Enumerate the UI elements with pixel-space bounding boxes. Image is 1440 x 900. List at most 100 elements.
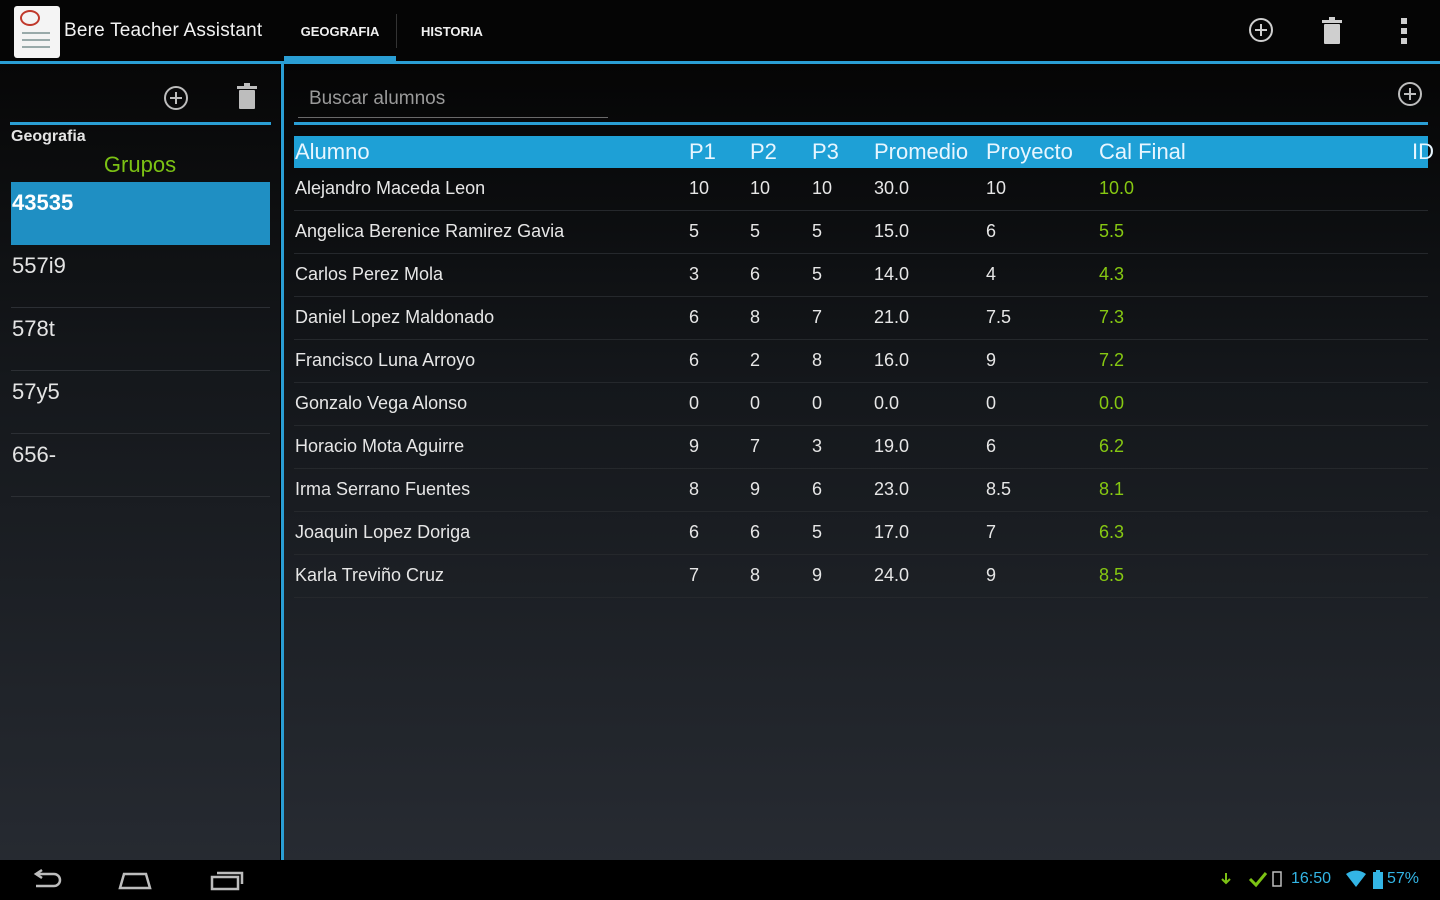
cal-final-cell: 7.3 [1099, 307, 1125, 327]
back-icon[interactable] [30, 868, 64, 892]
overflow-menu-icon[interactable] [1398, 16, 1410, 46]
p1-cell: 5 [689, 221, 700, 241]
table-row[interactable]: Carlos Perez Mola 3 6 5 14.0 4 4.3 [294, 254, 1428, 297]
cal-final-cell: 0.0 [1099, 393, 1125, 413]
p3-cell: 0 [812, 393, 823, 413]
cal-final-cell: 8.5 [1099, 565, 1125, 585]
p3-cell: 7 [812, 307, 823, 327]
p1-cell: 9 [689, 436, 700, 456]
app-logo-icon[interactable] [14, 6, 60, 58]
tab-historia[interactable]: HISTORIA [421, 24, 483, 39]
column-header-p2[interactable]: P2 [750, 139, 777, 164]
cal-final-cell: 4.3 [1099, 264, 1125, 284]
proyecto-cell: 0 [986, 393, 997, 413]
column-header-cal-final[interactable]: Cal Final [1099, 139, 1186, 164]
proyecto-cell: 9 [986, 350, 997, 370]
p1-cell: 6 [689, 522, 700, 542]
proyecto-cell: 6 [986, 436, 997, 456]
p3-cell: 10 [812, 178, 833, 198]
promedio-cell: 14.0 [874, 264, 910, 284]
proyecto-cell: 7 [986, 522, 997, 542]
promedio-cell: 24.0 [874, 565, 910, 585]
delete-group-icon[interactable] [236, 82, 258, 110]
table-row[interactable]: Joaquin Lopez Doriga 6 6 5 17.0 7 6.3 [294, 512, 1428, 555]
home-icon[interactable] [117, 868, 153, 892]
sim-card-icon [1272, 871, 1282, 887]
column-header-proyecto[interactable]: Proyecto [986, 139, 1073, 164]
status-time: 16:50 [1291, 870, 1332, 887]
promedio-cell: 17.0 [874, 522, 910, 542]
p2-cell: 8 [750, 307, 761, 327]
add-circle-icon[interactable] [1247, 16, 1275, 44]
table-row[interactable]: Daniel Lopez Maldonado 6 8 7 21.0 7.5 7.3 [294, 297, 1428, 340]
p1-cell: 8 [689, 479, 700, 499]
download-notification-icon[interactable] [1219, 870, 1233, 888]
p3-cell: 5 [812, 264, 823, 284]
group-list: 43535 557i9 578t 57y5 656- [11, 182, 270, 497]
proyecto-cell: 6 [986, 221, 997, 241]
p1-cell: 6 [689, 350, 700, 370]
pane-divider[interactable] [281, 64, 284, 860]
promedio-cell: 30.0 [874, 178, 910, 198]
check-notification-icon[interactable] [1248, 870, 1268, 888]
p2-cell: 8 [750, 565, 761, 585]
student-name-cell: Francisco Luna Arroyo [295, 350, 476, 370]
promedio-cell: 23.0 [874, 479, 910, 499]
cal-final-cell: 7.2 [1099, 350, 1125, 370]
table-row[interactable]: Karla Treviño Cruz 7 8 9 24.0 9 8.5 [294, 555, 1428, 598]
battery-percent: 57% [1387, 870, 1420, 887]
column-header-p1[interactable]: P1 [689, 139, 716, 164]
add-student-icon[interactable] [1396, 80, 1424, 108]
column-header-id[interactable]: ID [1412, 139, 1434, 164]
table-row[interactable]: Irma Serrano Fuentes 8 9 6 23.0 8.5 8.1 [294, 469, 1428, 512]
wifi-icon [1346, 870, 1366, 887]
group-item-43535[interactable]: 43535 [11, 182, 270, 245]
promedio-cell: 21.0 [874, 307, 910, 327]
student-name-cell: Irma Serrano Fuentes [295, 479, 471, 499]
table-header: Alumno P1 P2 P3 Promedio Proyecto Cal Fi… [294, 136, 1434, 168]
student-name-cell: Alejandro Maceda Leon [295, 178, 486, 198]
p2-cell: 10 [750, 178, 771, 198]
tab-geografia[interactable]: GEOGRAFIA [284, 0, 396, 61]
p1-cell: 0 [689, 393, 700, 413]
trash-icon[interactable] [1320, 16, 1344, 46]
group-item-57y5[interactable]: 57y5 [11, 371, 270, 434]
table-row[interactable]: Angelica Berenice Ramirez Gavia 5 5 5 15.0 6 5… [294, 211, 1428, 254]
table-row[interactable]: Alejandro Maceda Leon 10 10 10 30.0 10 10.0 [294, 168, 1428, 211]
recent-apps-icon[interactable] [210, 868, 244, 892]
add-group-icon[interactable] [162, 84, 190, 112]
p3-cell: 8 [812, 350, 823, 370]
p1-cell: 7 [689, 565, 700, 585]
groups-pane: Geografia Grupos 43535 557i9 578t 57y5 6… [0, 64, 280, 860]
column-header-p3[interactable]: P3 [812, 139, 839, 164]
column-header-promedio[interactable]: Promedio [874, 139, 969, 164]
app-title: Bere Teacher Assistant [64, 20, 263, 41]
p3-cell: 3 [812, 436, 823, 456]
proyecto-cell: 4 [986, 264, 997, 284]
column-header-alumno[interactable]: Alumno [295, 139, 370, 164]
table-row[interactable]: Gonzalo Vega Alonso 0 0 0 0.0 0 0.0 [294, 383, 1428, 426]
table-row[interactable]: Francisco Luna Arroyo 6 2 8 16.0 9 7.2 [294, 340, 1428, 383]
p2-cell: 2 [750, 350, 761, 370]
search-input[interactable]: Buscar alumnos [298, 84, 608, 118]
p2-cell: 9 [750, 479, 761, 499]
cal-final-cell: 8.1 [1099, 479, 1125, 499]
p1-cell: 3 [689, 264, 700, 284]
student-name-cell: Gonzalo Vega Alonso [295, 393, 468, 413]
promedio-cell: 15.0 [874, 221, 910, 241]
promedio-cell: 0.0 [874, 393, 900, 413]
promedio-cell: 16.0 [874, 350, 910, 370]
student-name-cell: Joaquin Lopez Doriga [295, 522, 471, 542]
p1-cell: 10 [689, 178, 710, 198]
p3-cell: 5 [812, 522, 823, 542]
group-item-578t[interactable]: 578t [11, 308, 270, 371]
p2-cell: 7 [750, 436, 761, 456]
grades-table: Alumno P1 P2 P3 Promedio Proyecto Cal Fi… [294, 136, 1434, 598]
table-body: Alejandro Maceda Leon 10 10 10 30.0 10 10.0 Ang… [294, 168, 1428, 598]
group-item-557i9[interactable]: 557i9 [11, 245, 270, 308]
system-navigation-bar: 16:50 57% [0, 860, 1440, 900]
table-row[interactable]: Horacio Mota Aguirre 9 7 3 19.0 6 6.2 [294, 426, 1428, 469]
cal-final-cell: 5.5 [1099, 221, 1125, 241]
group-item-656[interactable]: 656- [11, 434, 270, 497]
proyecto-cell: 9 [986, 565, 997, 585]
